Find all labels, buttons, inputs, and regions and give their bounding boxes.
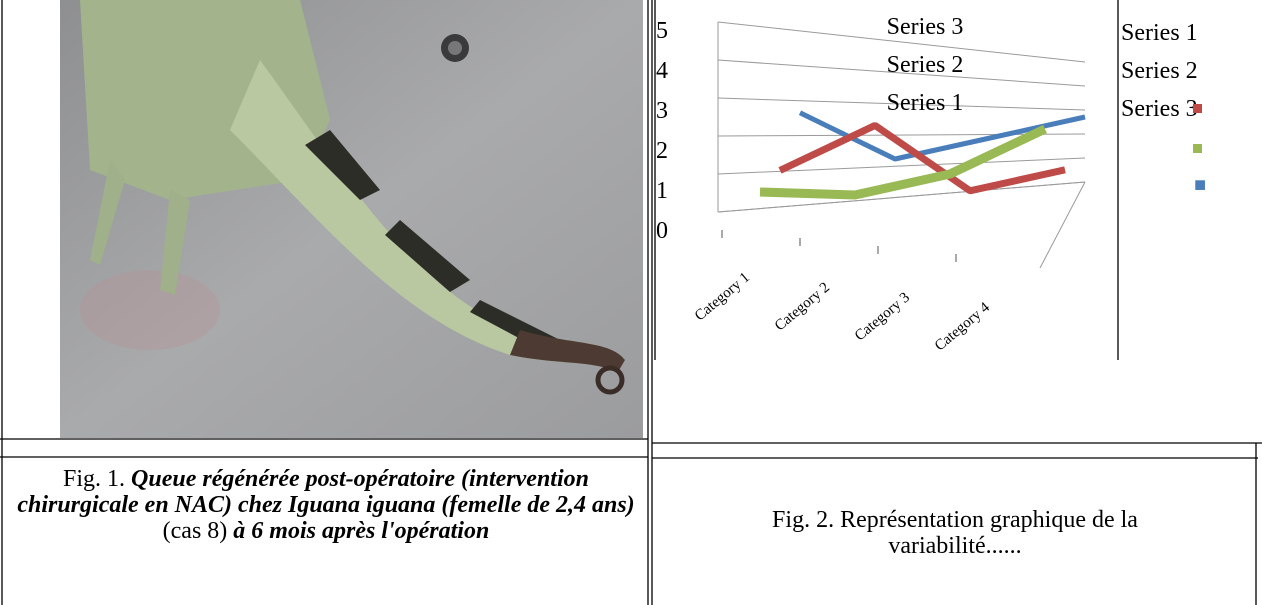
series-line bbox=[800, 113, 1085, 159]
caption-label: Fig. 1. bbox=[63, 466, 125, 492]
x-tick-label: Category 2 bbox=[772, 280, 833, 335]
series-label: Series 2 bbox=[887, 52, 964, 78]
y-tick-label: 2 bbox=[656, 138, 668, 164]
legend-swatch bbox=[1193, 144, 1202, 153]
figure-1-caption: Fig. 1. Queue régénérée post-opératoire … bbox=[6, 466, 646, 544]
photo bbox=[60, 0, 643, 438]
axis-line bbox=[1040, 182, 1085, 268]
x-tick-label: Category 3 bbox=[852, 290, 913, 345]
caption-text: Représentation graphique de la variabili… bbox=[840, 507, 1138, 559]
caption-case: (cas 8) bbox=[163, 518, 228, 544]
x-tick-label: Category 4 bbox=[932, 299, 993, 354]
page: ■ 0 1 2 3 4 5 Category 1 Category 2 Category 3 Ca… bbox=[0, 0, 1262, 605]
legend-label: Series 1 bbox=[1121, 20, 1198, 46]
caption-time: à 6 mois après l'opération bbox=[233, 518, 489, 544]
legend-label: Series 3 bbox=[1121, 96, 1198, 122]
series-label: Series 1 bbox=[887, 90, 964, 116]
grid-line bbox=[718, 158, 1085, 174]
y-tick-label: 3 bbox=[656, 98, 668, 124]
y-tick-label: 0 bbox=[656, 218, 668, 244]
y-tick-label: 1 bbox=[656, 178, 668, 204]
figure-2-caption: Fig. 2. Représentation graphique de la v… bbox=[740, 507, 1170, 559]
caption-label: Fig. 2. bbox=[772, 507, 834, 533]
legend-swatch bbox=[1193, 104, 1202, 113]
y-tick-label: 5 bbox=[656, 18, 668, 44]
x-tick-label: Category 1 bbox=[692, 270, 753, 325]
legend-dot: ■ bbox=[1194, 174, 1206, 196]
y-tick-label: 4 bbox=[656, 58, 668, 84]
series-label: Series 3 bbox=[887, 14, 964, 40]
legend-label: Series 2 bbox=[1121, 58, 1198, 84]
